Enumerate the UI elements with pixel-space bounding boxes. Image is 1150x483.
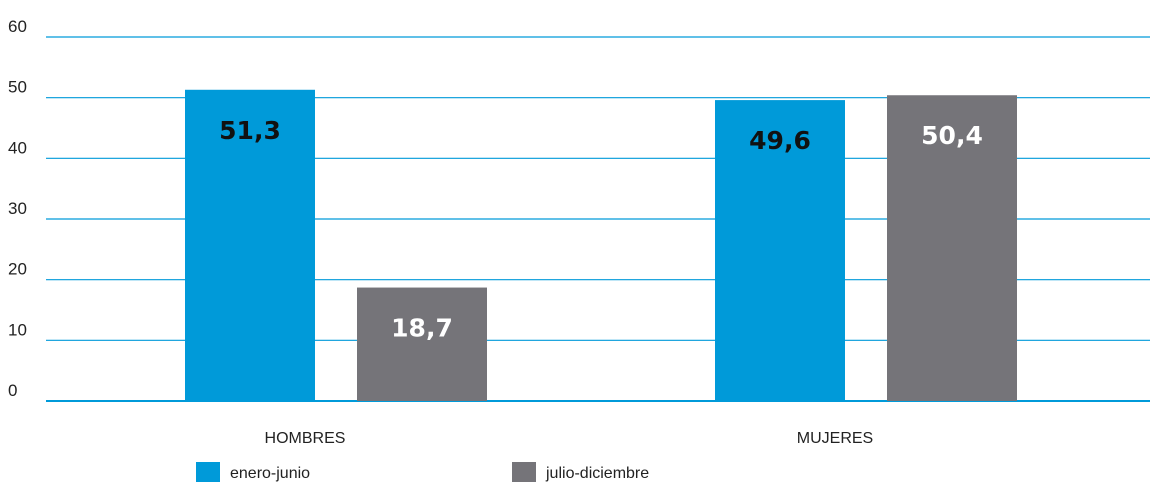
data-label: 18,7	[391, 314, 453, 343]
bar-enero-junio-mujeres	[715, 100, 845, 402]
data-label: 49,6	[749, 126, 811, 155]
y-tick-label: 60	[8, 17, 27, 36]
x-category-label: MUJERES	[797, 430, 873, 447]
legend-label: julio-diciembre	[545, 465, 649, 482]
y-tick-label: 50	[8, 78, 27, 97]
bar-julio-diciembre-mujeres	[887, 95, 1017, 402]
x-category-label: HOMBRES	[265, 430, 346, 447]
y-tick-label: 0	[8, 381, 17, 400]
legend-swatch	[512, 462, 536, 482]
y-tick-label: 10	[8, 320, 27, 339]
y-tick-label: 40	[8, 138, 27, 157]
bar-julio-diciembre-hombres	[357, 287, 487, 401]
data-label: 50,4	[921, 121, 983, 150]
bar-enero-junio-hombres	[185, 89, 315, 401]
y-tick-label: 30	[8, 199, 27, 218]
legend-swatch	[196, 462, 220, 482]
data-label: 51,3	[219, 116, 281, 145]
legend-label: enero-junio	[230, 465, 310, 482]
y-tick-label: 20	[8, 260, 27, 279]
